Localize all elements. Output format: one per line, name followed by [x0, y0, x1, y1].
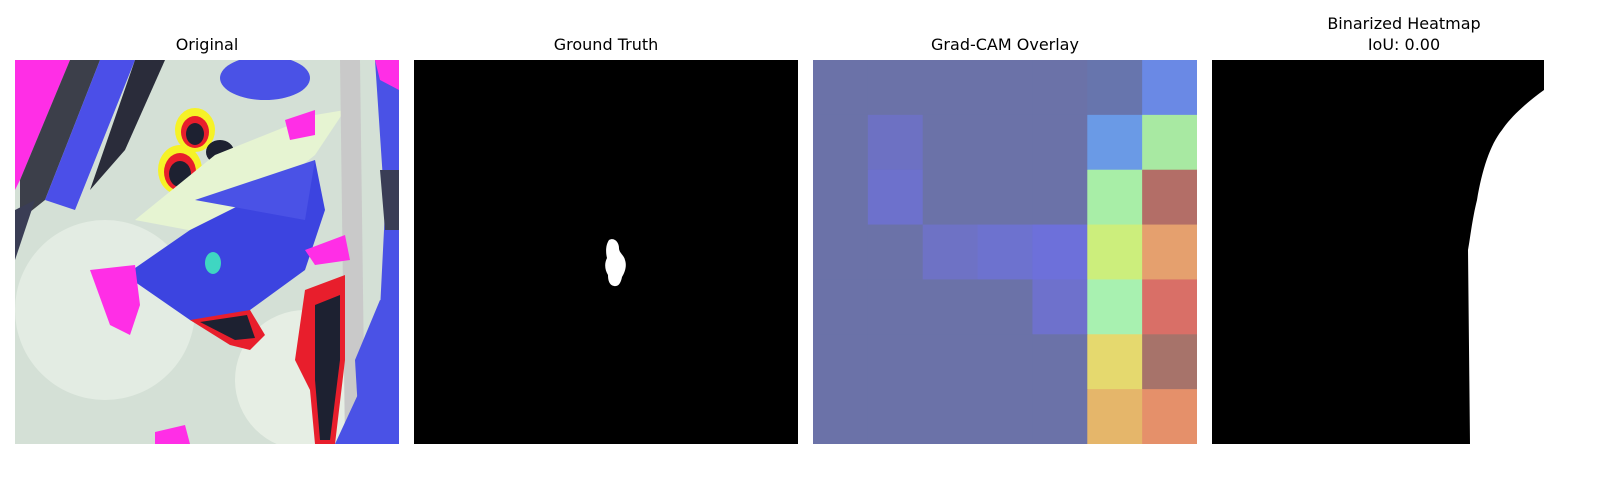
heatmap-cell: [1032, 389, 1088, 444]
panel-title-original: Original: [175, 35, 239, 54]
heatmap-cell: [1087, 389, 1143, 444]
heatmap-cell: [1032, 224, 1088, 280]
heatmap-cell: [867, 334, 924, 390]
heatmap-cell: [813, 169, 869, 226]
heatmap-cell: [1142, 279, 1197, 335]
heatmap-cell: [867, 389, 924, 444]
heatmap-cell: [922, 224, 979, 280]
binarized-region: [1468, 60, 1544, 444]
heatmap-cell: [1087, 334, 1143, 390]
heatmap-cell: [977, 224, 1033, 280]
heatmap-cell: [1087, 279, 1143, 335]
heatmap-cell: [922, 389, 979, 444]
heatmap-cell: [867, 224, 924, 280]
heatmap-cell: [922, 169, 979, 226]
heatmap-cell: [922, 279, 979, 335]
panel-title-gradcam-overlay: Grad-CAM Overlay: [931, 35, 1079, 54]
heatmap-cell: [1087, 169, 1143, 226]
heatmap-cell: [1142, 60, 1197, 116]
ground-truth-mask: [414, 60, 798, 444]
heatmap-cell: [1032, 169, 1088, 226]
heatmap-cell: [1087, 60, 1143, 116]
heatmap-cell: [867, 114, 924, 171]
heatmap-cell: [977, 279, 1033, 335]
heatmap-cell: [1032, 279, 1088, 335]
heatmap-cell: [1142, 224, 1197, 280]
heatmap-cell: [1087, 224, 1143, 280]
ground-truth-blob: [605, 239, 626, 287]
heatmap-cell: [867, 169, 924, 226]
binarized-heatmap: [1212, 60, 1544, 444]
heatmap-cell: [922, 114, 979, 171]
panel-title-ground-truth: Ground Truth: [553, 35, 659, 54]
heatmap-cell: [813, 389, 869, 444]
heatmap-cell: [813, 224, 869, 280]
heatmap-cell: [977, 389, 1033, 444]
heatmap-cell: [867, 60, 924, 116]
heatmap-cell: [977, 169, 1033, 226]
original-image: [15, 60, 399, 444]
heatmap-cell: [977, 60, 1033, 116]
gradcam-overlay: [813, 60, 1197, 444]
heatmap-cell: [1142, 169, 1197, 226]
heatmap-cell: [1142, 114, 1197, 171]
panel-title-binarized-heatmap: Binarized Heatmap: [1327, 14, 1481, 33]
heatmap-cell: [1142, 389, 1197, 444]
heatmap-cell: [813, 60, 869, 116]
heatmap-cell: [922, 60, 979, 116]
heatmap-cell: [1087, 114, 1143, 171]
heatmap-cell: [1032, 334, 1088, 390]
heatmap-cell: [1142, 334, 1197, 390]
heatmap-cell: [813, 279, 869, 335]
panel-subtitle-iou: IoU: 0.00: [1367, 35, 1441, 54]
heatmap-cell: [813, 334, 869, 390]
heatmap-cell: [922, 334, 979, 390]
heatmap-cell: [977, 334, 1033, 390]
heatmap-cell: [813, 114, 869, 171]
heatmap-cell: [977, 114, 1033, 171]
heatmap-cell: [1032, 60, 1088, 116]
heatmap-cell: [1032, 114, 1088, 171]
heatmap-cell: [867, 279, 924, 335]
